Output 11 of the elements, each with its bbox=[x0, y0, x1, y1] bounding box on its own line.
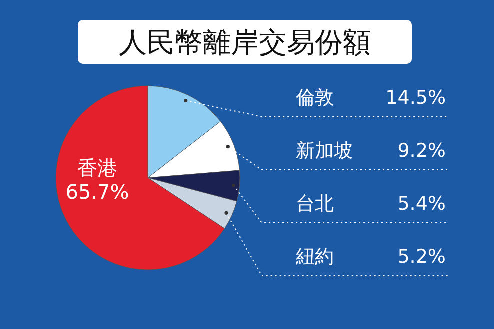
data-label: 14.5% bbox=[386, 87, 446, 109]
slice-label: 紐約 bbox=[295, 246, 334, 268]
slice-label: 新加坡 bbox=[296, 140, 353, 162]
chart-title: 人民幣離岸交易份額 bbox=[119, 26, 371, 59]
data-label: 65.7% bbox=[66, 180, 130, 204]
slice-label: 台北 bbox=[296, 193, 334, 215]
slice-label: 香港 bbox=[77, 156, 118, 180]
slice-label: 倫敦 bbox=[295, 87, 334, 109]
data-label: 9.2% bbox=[398, 140, 446, 162]
data-label: 5.2% bbox=[398, 246, 446, 268]
data-label: 5.4% bbox=[398, 193, 446, 215]
